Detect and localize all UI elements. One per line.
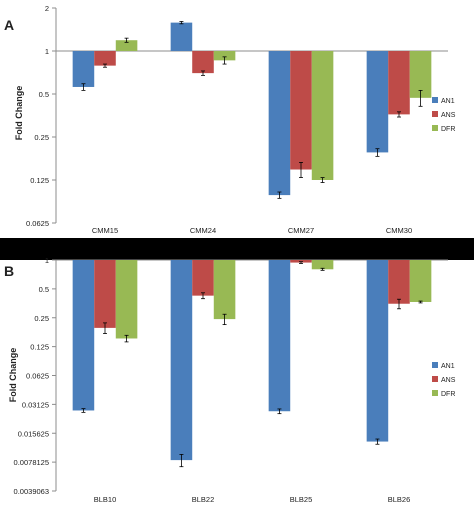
category-label-blb10: BLB10 [94, 495, 117, 504]
y-tick-label: 0.125 [30, 343, 49, 352]
chart-panel-b: 0.0039063 0.0078125 0.015625 0.03125 0.0625 0… [0, 256, 474, 507]
y-tick-label: 0.0039063 [14, 487, 49, 496]
y-tick-label: 1 [45, 47, 49, 56]
legend-label-ans: ANS [441, 112, 456, 119]
y-tick-label: 1 [45, 256, 49, 265]
bar-ans-cmm15 [94, 51, 116, 66]
category-label-cmm15: CMM15 [92, 226, 118, 235]
bar-an1-blb25 [268, 260, 291, 412]
category-label-cmm30: CMM30 [386, 226, 412, 235]
bar-an1-cmm24 [170, 22, 193, 51]
category-label-blb25: BLB25 [290, 495, 313, 504]
bar-an1-cmm30 [366, 51, 389, 153]
y-tick-label: 0.03125 [22, 400, 49, 409]
legend-swatch-an1 [432, 362, 438, 368]
bar-ans-cmm30 [388, 51, 410, 115]
y-tick-label: 0.0625 [26, 372, 49, 381]
bar-dfr-cmm27 [311, 51, 334, 180]
bar-an1-blb22 [170, 260, 193, 461]
category-label-cmm24: CMM24 [190, 226, 216, 235]
bar-dfr-cmm30 [409, 51, 432, 98]
bar-ans-cmm27 [290, 51, 312, 170]
legend-swatch-ans [432, 111, 438, 117]
category-label-blb22: BLB22 [192, 495, 215, 504]
bar-dfr-cmm24 [213, 51, 236, 61]
bar-an1-blb26 [366, 260, 389, 442]
bar-ans-cmm24 [192, 51, 214, 74]
legend-label-dfr: DFR [441, 126, 455, 133]
legend-swatch-dfr [432, 125, 438, 131]
bar-dfr-blb10 [115, 260, 138, 339]
bar-an1-cmm15 [72, 51, 95, 87]
legend-label-ans: ANS [441, 377, 456, 384]
y-tick-label: 0.25 [34, 314, 49, 323]
y-tick-label: 0.0625 [26, 219, 49, 228]
bar-dfr-blb25 [311, 260, 334, 270]
y-tick-label: 0.015625 [18, 429, 49, 438]
bar-dfr-blb26 [409, 260, 432, 302]
y-tick-label: 0.5 [39, 90, 49, 99]
legend-swatch-dfr [432, 390, 438, 396]
bar-dfr-cmm15 [115, 40, 138, 51]
legend-label-an1: AN1 [441, 363, 455, 370]
y-tick-label: 0.0078125 [14, 458, 49, 467]
bar-dfr-blb22 [213, 260, 236, 320]
y-tick-label: 0.25 [34, 133, 49, 142]
bar-ans-blb10 [94, 260, 116, 328]
legend-swatch-an1 [432, 97, 438, 103]
legend-label-an1: AN1 [441, 98, 455, 105]
legend-swatch-ans [432, 376, 438, 382]
y-tick-label: 0.5 [39, 285, 49, 294]
y-axis-label: Fold Change [14, 86, 24, 141]
category-label-blb26: BLB26 [388, 495, 411, 504]
panel-label-a: A [4, 17, 14, 33]
chart-panel-a: 0.0625 0.125 0.25 0.5 1 2 Fold Change CMM15 CMM2… [0, 0, 474, 238]
category-label-cmm27: CMM27 [288, 226, 314, 235]
bar-ans-blb26 [388, 260, 410, 304]
legend-label-dfr: DFR [441, 391, 455, 398]
y-axis-label: Fold Change [8, 348, 18, 403]
bar-an1-cmm27 [268, 51, 291, 196]
bar-ans-blb25 [290, 260, 312, 263]
bar-an1-blb10 [72, 260, 95, 411]
bar-ans-blb22 [192, 260, 214, 296]
y-tick-label: 2 [45, 4, 49, 13]
panel-label-b: B [4, 263, 14, 279]
panel-background [0, 0, 474, 238]
y-tick-label: 0.125 [30, 176, 49, 185]
